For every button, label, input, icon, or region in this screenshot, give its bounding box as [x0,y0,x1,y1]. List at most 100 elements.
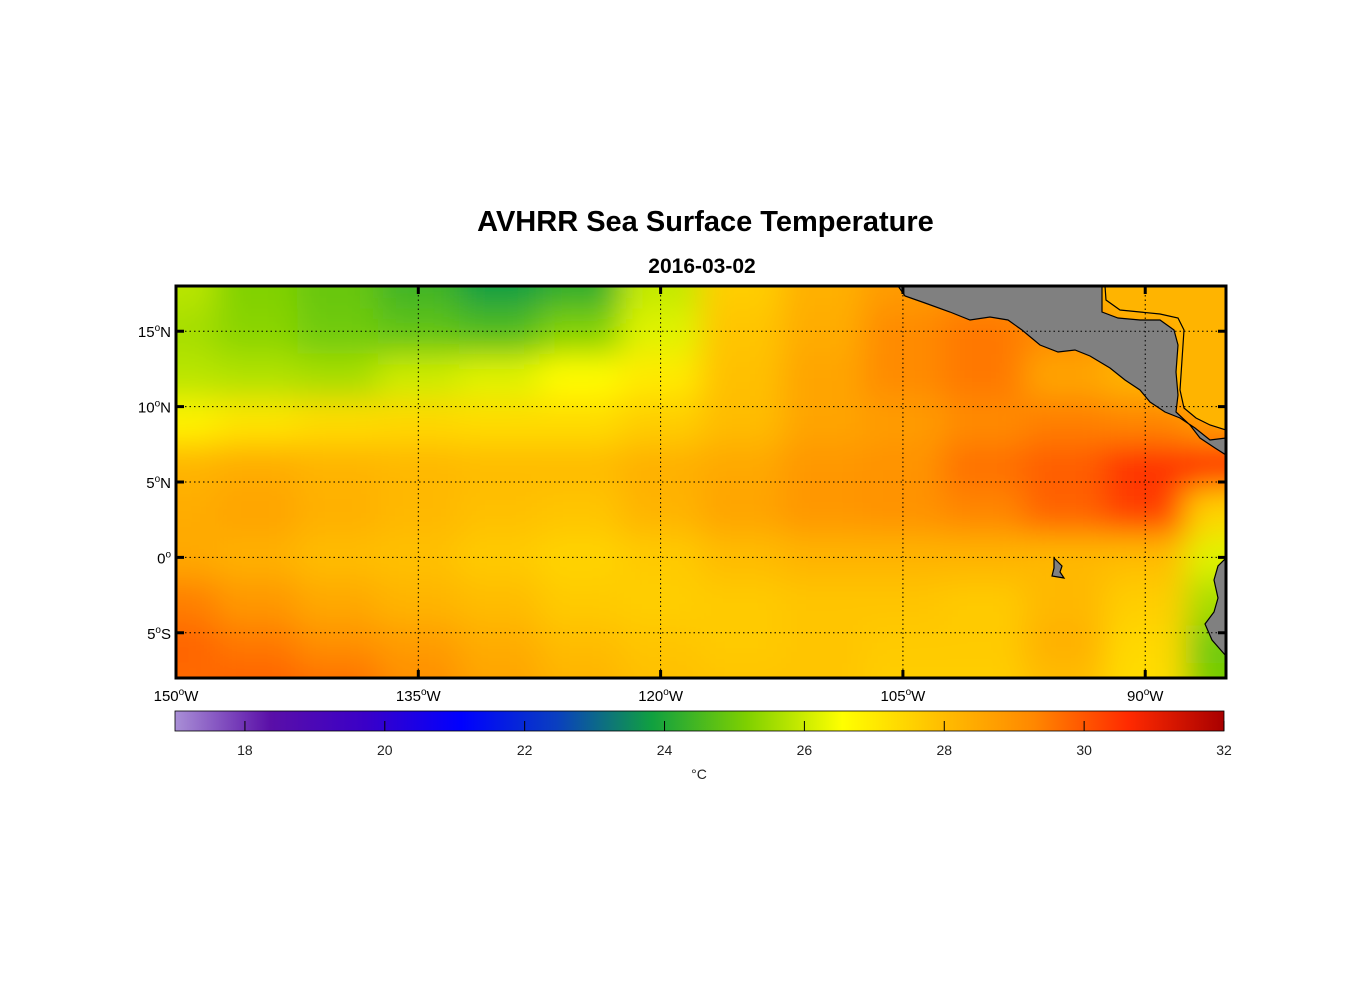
heatmap-cell [943,625,1026,664]
heatmap-cell [458,308,541,355]
heatmap-cell [176,353,218,401]
heatmap-cell [701,662,783,678]
heatmap-cell [781,489,864,536]
heatmap-cell [458,625,541,664]
heatmap-cell [1104,444,1187,491]
heatmap-cell [539,399,622,446]
heatmap-cell [862,534,945,581]
heatmap-cell [620,625,702,664]
heatmap-cell [1024,444,1106,491]
lon-tick-label: 150oW [154,687,200,705]
heatmap-cell [297,580,379,627]
chart-title: AVHRR Sea Surface Temperature [477,206,934,238]
heatmap-cell [943,662,1026,678]
lon-tick-label: 135oW [396,687,442,705]
heatmap-cell [620,534,702,581]
heatmap-cell [297,489,379,536]
heatmap-cell [539,625,622,664]
heatmap-cell [1185,662,1226,678]
heatmap-cell [1104,489,1187,536]
heatmap-cell [539,489,622,536]
colorbar-tick-label: 28 [936,742,952,758]
colorbar-tick-label: 26 [797,742,813,758]
heatmap-cell [781,625,864,664]
heatmap-cell [701,625,783,664]
lon-tick-label: 105oW [881,687,927,705]
colorbar-ticks: 18 20 22 24 26 28 30 32 [237,721,1232,758]
axis-ticks [174,286,1226,678]
heatmap-cell [1104,534,1187,581]
heatmap-cell [539,444,622,491]
heatmap-cell [781,286,864,310]
heatmap-cell [1024,489,1106,536]
colorbar-tick-label: 32 [1216,742,1232,758]
colorbar-tick-label: 22 [517,742,533,758]
lat-tick-label: 0o [157,549,171,567]
heatmap-cell [539,534,622,581]
heatmap-cell [1024,662,1106,678]
heatmap-cell [1024,580,1106,627]
heatmap-cell [701,444,783,491]
heatmap-cell [620,286,702,310]
heatmap-cell [377,489,460,536]
heatmap-cell [620,489,702,536]
map-area[interactable] [136,246,1267,719]
heatmap-cell [377,625,460,664]
heatmap-cell [458,580,541,627]
heatmap-cell [781,353,864,401]
heatmap-cell [781,444,864,491]
heatmap-cell [701,489,783,536]
heatmap-cell [1024,353,1106,401]
heatmap-cell [297,662,379,678]
heatmap-cell [297,353,379,401]
heatmap-cell [1104,580,1187,627]
heatmap-cell [176,286,218,310]
heatmap-cell [216,399,299,446]
heatmap-cell [377,286,460,310]
lon-tick-label: 90oW [1127,687,1164,705]
heatmap-cell [781,662,864,678]
heatmap-cell [458,534,541,581]
land-galapagos [1051,556,1066,579]
lon-tick-label: 120oW [638,687,684,705]
heatmap-cell [458,353,541,401]
heatmap-cell [216,662,299,678]
heatmap-cell [539,353,622,401]
heatmap-cell [781,580,864,627]
heatmap-cell [539,662,622,678]
heatmap-cell [701,399,783,446]
heatmap-cell [176,662,218,678]
heatmap-cell [862,489,945,536]
heatmap-cell [943,444,1026,491]
colorbar: 18 20 22 24 26 28 30 32 °C [174,710,1232,782]
colorbar-tick-label: 18 [237,742,253,758]
lat-tick-label: 5oN [146,474,171,492]
heatmap-cell [216,286,299,310]
colorbar-tick-label: 24 [657,742,673,758]
colorbar-tick-label: 30 [1076,742,1092,758]
heatmap-cell [216,580,299,627]
heatmap-cell [216,489,299,536]
heatmap-cell [943,580,1026,627]
heatmap-cell [701,534,783,581]
heatmap-cell [701,308,783,355]
heatmap-cell [943,399,1026,446]
heatmap-cell [216,353,299,401]
lat-tick-label: 5oS [147,625,171,643]
heatmap-cell [216,444,299,491]
heatmap-cell [216,625,299,664]
heatmap-cell [458,489,541,536]
heatmap-cell [943,489,1026,536]
heatmap-cell [539,286,622,310]
land-central-america-ocean-gap [1104,286,1226,431]
heatmap-cell [781,399,864,446]
heatmap-cell [781,534,864,581]
heatmap-cell [458,662,541,678]
chart-subtitle: 2016-03-02 [648,255,756,278]
heatmap-cell [943,534,1026,581]
heatmap-cell [1104,625,1187,664]
heatmap-cell [458,444,541,491]
heatmap-cell [1024,625,1106,664]
heatmap-cell [701,353,783,401]
